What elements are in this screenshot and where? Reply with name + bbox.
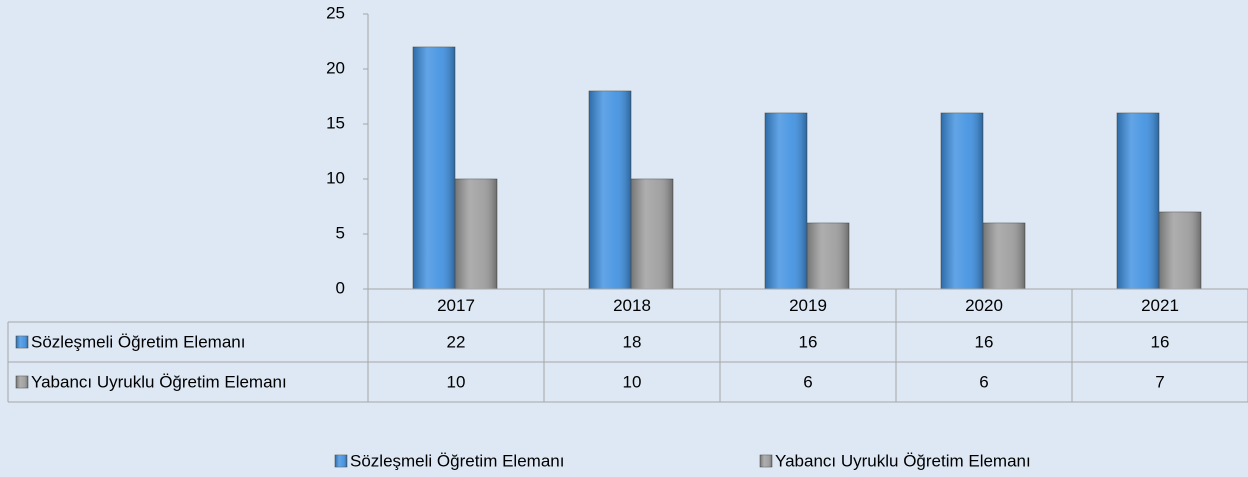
table-legend-key-shade bbox=[16, 336, 28, 348]
table-cell: 18 bbox=[623, 332, 642, 351]
bar-shade bbox=[765, 113, 807, 289]
table-cell: 16 bbox=[799, 332, 818, 351]
table-row-label: Sözleşmeli Öğretim Elemanı bbox=[31, 332, 245, 351]
table-cell: 6 bbox=[979, 372, 988, 391]
legend-label: Sözleşmeli Öğretim Elemanı bbox=[350, 451, 564, 470]
x-tick-label: 2019 bbox=[789, 296, 827, 315]
bar-shade bbox=[455, 179, 497, 289]
y-tick-label: 0 bbox=[336, 278, 345, 297]
bar-shade bbox=[631, 179, 673, 289]
x-tick-label: 2021 bbox=[1141, 296, 1179, 315]
table-cell: 16 bbox=[1151, 332, 1170, 351]
table-cell: 7 bbox=[1155, 372, 1164, 391]
bar-shade bbox=[413, 47, 455, 289]
table-cell: 6 bbox=[803, 372, 812, 391]
x-tick-label: 2017 bbox=[437, 296, 475, 315]
table-legend-key-shade bbox=[16, 376, 28, 388]
table-cell: 10 bbox=[623, 372, 642, 391]
y-tick-label: 15 bbox=[326, 113, 345, 132]
legend-key-shade bbox=[760, 455, 772, 467]
bar-shade bbox=[1159, 212, 1201, 289]
table-cell: 16 bbox=[975, 332, 994, 351]
legend-key-shade bbox=[335, 455, 347, 467]
bar-shade bbox=[1117, 113, 1159, 289]
y-tick-label: 25 bbox=[326, 3, 345, 22]
x-tick-label: 2020 bbox=[965, 296, 1003, 315]
bar-shade bbox=[589, 91, 631, 289]
x-tick-label: 2018 bbox=[613, 296, 651, 315]
bar-shade bbox=[807, 223, 849, 289]
y-tick-label: 20 bbox=[326, 58, 345, 77]
y-tick-label: 5 bbox=[336, 223, 345, 242]
table-cell: 22 bbox=[447, 332, 466, 351]
bar-shade bbox=[941, 113, 983, 289]
legend-label: Yabancı Uyruklu Öğretim Elemanı bbox=[775, 451, 1031, 470]
y-tick-label: 10 bbox=[326, 168, 345, 187]
bar-shade bbox=[983, 223, 1025, 289]
table-cell: 10 bbox=[447, 372, 466, 391]
table-row-label: Yabancı Uyruklu Öğretim Elemanı bbox=[31, 372, 287, 391]
